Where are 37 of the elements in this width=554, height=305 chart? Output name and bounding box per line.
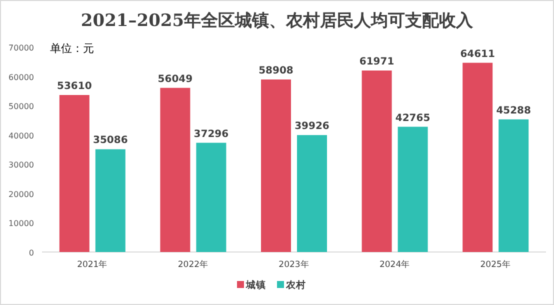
y-tick-label: 10000 <box>8 219 34 228</box>
y-tick-label: 30000 <box>8 160 34 170</box>
bar <box>498 119 529 252</box>
y-tick-label: 50000 <box>8 102 34 112</box>
chart-title: 2021–2025年全区城镇、农村居民人均可支配收入 <box>80 11 474 31</box>
data-label: 53610 <box>57 81 92 92</box>
bar <box>261 79 291 252</box>
y-tick-label: 60000 <box>8 72 34 82</box>
data-label: 56049 <box>158 74 193 85</box>
bar <box>196 142 226 252</box>
y-tick-label: 20000 <box>8 190 34 199</box>
y-tick-label: 70000 <box>8 44 34 52</box>
y-tick-label: 0 <box>28 248 34 258</box>
data-label: 37296 <box>194 128 229 140</box>
data-label: 64611 <box>460 48 496 60</box>
data-label: 58908 <box>258 65 294 76</box>
bar <box>59 95 90 252</box>
annotation: 单位：元 <box>50 42 94 55</box>
data-label: 61971 <box>359 56 394 68</box>
data-label: 45288 <box>496 105 532 116</box>
data-label: 42765 <box>395 112 430 124</box>
x-tick-label: 2025年 <box>480 259 511 270</box>
x-tick-label: 2021年 <box>77 259 108 270</box>
legend-label: 农村 <box>285 279 306 291</box>
bar <box>398 126 428 252</box>
data-label: 35086 <box>93 135 128 146</box>
x-tick-label: 2024年 <box>379 259 410 270</box>
x-tick-label: 2023年 <box>278 259 310 270</box>
bar <box>462 62 493 252</box>
legend-label: 城镇 <box>245 279 266 291</box>
y-tick-label: 40000 <box>8 131 34 140</box>
x-tick-label: 2022年 <box>178 259 209 270</box>
bar <box>95 149 126 252</box>
bar <box>362 70 392 252</box>
data-label: 39926 <box>294 121 330 132</box>
bar <box>160 88 190 252</box>
bar <box>297 135 327 252</box>
